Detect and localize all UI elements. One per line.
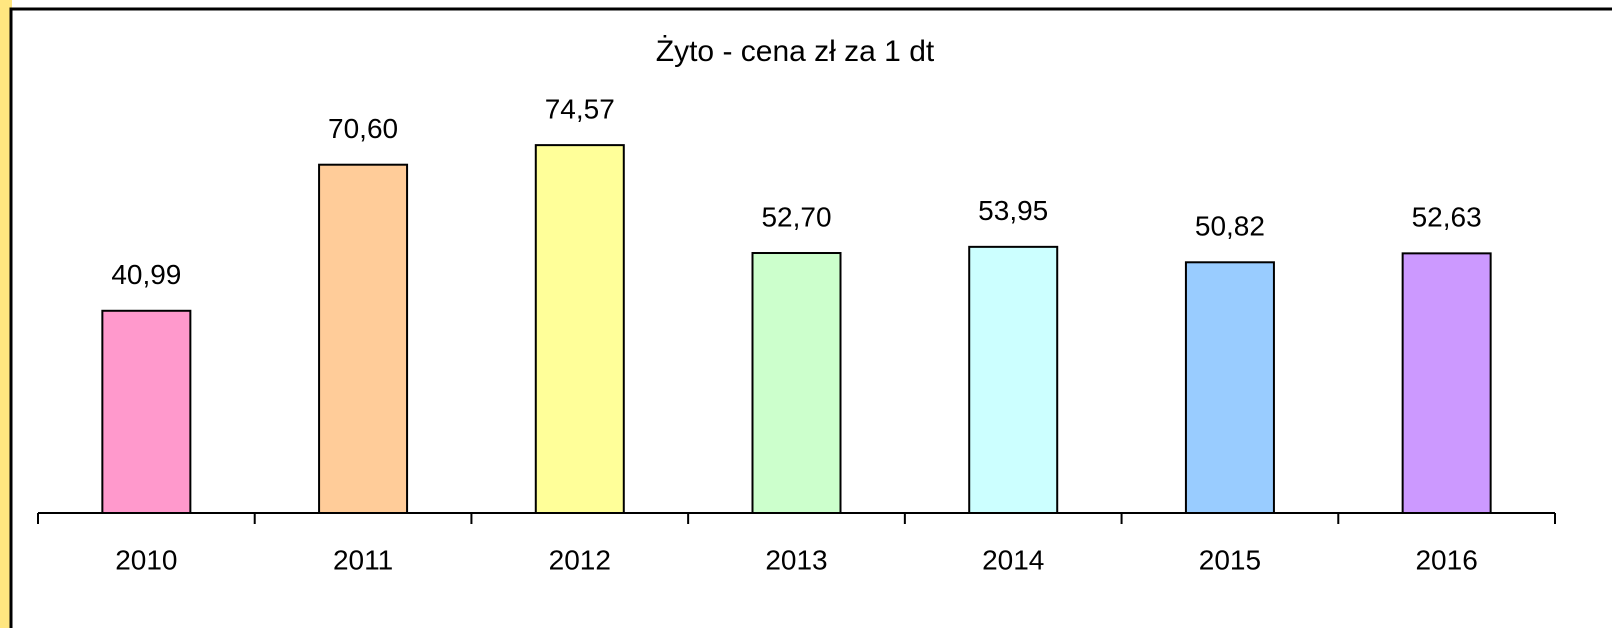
bar [318, 163, 409, 514]
x-tick-label: 2016 [1415, 544, 1477, 575]
x-tick-label: 2015 [1199, 544, 1261, 575]
value-label: 52,63 [1412, 202, 1482, 233]
value-label: 53,95 [978, 195, 1048, 226]
bar [751, 252, 842, 514]
x-tick-label: 2010 [115, 544, 177, 575]
bar [968, 245, 1059, 514]
value-label: 52,70 [761, 201, 831, 232]
bar [1184, 261, 1275, 514]
x-tick-label: 2014 [982, 544, 1044, 575]
x-tick-label: 2011 [333, 544, 393, 575]
bar [1401, 252, 1492, 514]
value-label: 74,57 [545, 94, 615, 125]
left-edge [0, 0, 12, 628]
x-tick-label: 2013 [765, 544, 827, 575]
value-label: 50,82 [1195, 211, 1265, 242]
bar [534, 144, 625, 514]
value-label: 70,60 [328, 113, 398, 144]
x-tick-label: 2012 [549, 544, 611, 575]
chart-title: Żyto - cena zł za 1 dt [656, 35, 935, 68]
bar [101, 309, 192, 514]
value-label: 40,99 [111, 259, 181, 290]
